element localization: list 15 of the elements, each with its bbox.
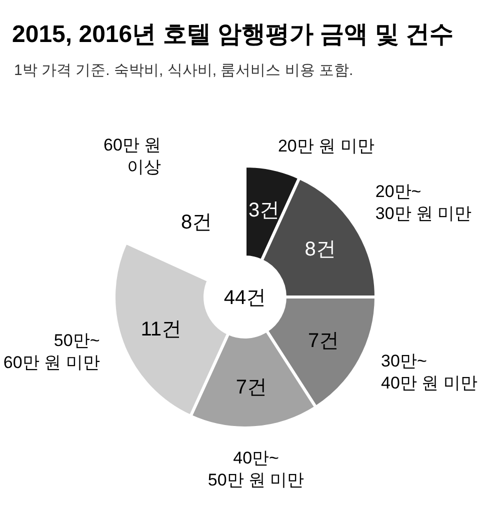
slice-label: 40만~ 50만 원 미만 <box>208 448 304 490</box>
text: 44건 <box>224 287 266 309</box>
data-label: 11건 <box>140 318 182 340</box>
slice-label: 20만 원 미만 <box>278 136 374 156</box>
chart-subtitle: 1박 가격 기준. 숙박비, 식사비, 룸서비스 비용 포함. <box>14 62 354 79</box>
data-label: 8건 <box>181 212 212 234</box>
data-label: 7건 <box>308 330 340 352</box>
slice-label: 20만~ 30만 원 미만 <box>375 182 472 224</box>
chart-title: 2015, 2016년 호텔 암행평가 금액 및 건수 <box>12 21 454 48</box>
data-label: 3건 <box>248 200 280 222</box>
slice-label: 50만~ 60만 원 미만 <box>3 331 100 372</box>
slice-label: 60만 원 이상 <box>104 136 162 177</box>
data-label: 7건 <box>236 376 267 398</box>
data-label: 8건 <box>304 238 336 261</box>
slice-label: 30만~ 40만 원 미만 <box>381 351 478 392</box>
